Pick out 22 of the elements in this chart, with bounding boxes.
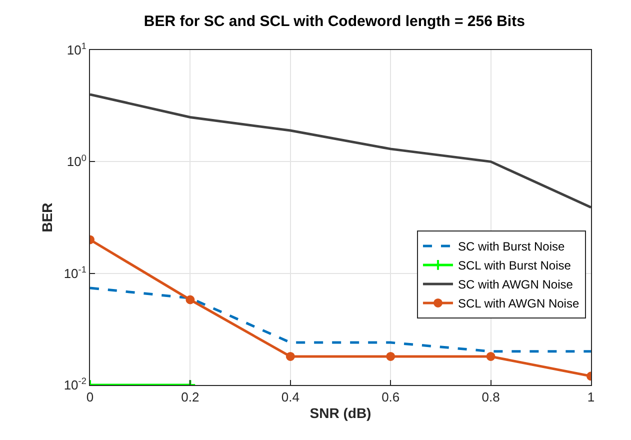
legend-label: SC with Burst Noise bbox=[458, 240, 566, 254]
y-tick-label: 10$^{0}$ bbox=[66, 152, 86, 170]
legend-label: SCL with Burst Noise bbox=[458, 258, 572, 273]
chart-title: BER for SC and SCL with Codeword length = 256 Bits bbox=[144, 12, 525, 30]
legend-label: SCL with AWGN Noise bbox=[458, 296, 580, 311]
y-axis-title: BER bbox=[39, 202, 55, 232]
point bbox=[286, 352, 295, 361]
y-tick-label: 10$^{-1}$ bbox=[64, 264, 86, 281]
x-axis-title: SNR (dB) bbox=[310, 404, 372, 421]
point bbox=[486, 352, 496, 361]
x-tick-label: 0.4 bbox=[281, 390, 300, 405]
y-tick-label: 10$^{-2}$ bbox=[64, 376, 86, 393]
y-tick-label: 10$^{1}$ bbox=[66, 41, 86, 58]
point bbox=[386, 352, 396, 361]
legend-label: SC with AWGN Noise bbox=[458, 278, 574, 292]
line-series bbox=[90, 93, 591, 209]
x-tick-label: 0.8 bbox=[482, 390, 500, 405]
x-tick-label: 0 bbox=[86, 390, 94, 405]
x-tick-label: 1 bbox=[587, 390, 595, 405]
x-tick-label: 0.2 bbox=[181, 390, 200, 405]
x-tick-label: 0.6 bbox=[382, 390, 400, 405]
point bbox=[186, 295, 195, 304]
